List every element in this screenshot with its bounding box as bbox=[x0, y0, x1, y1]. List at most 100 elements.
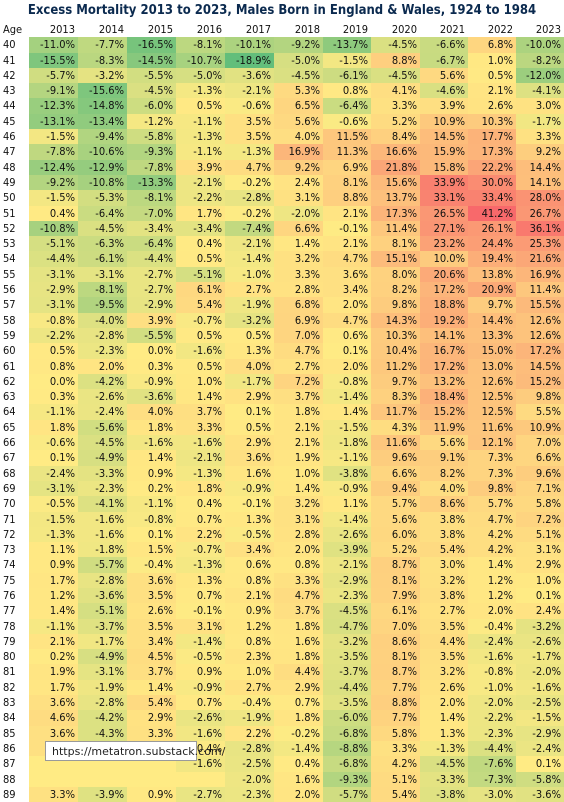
heatmap-cell: -1.1% bbox=[29, 404, 78, 420]
heatmap-cell: -0.2% bbox=[225, 174, 274, 191]
heatmap-cell: -1.4% bbox=[176, 633, 225, 650]
heatmap-cell: 13.8% bbox=[468, 266, 516, 283]
heatmap-cell: 10.4% bbox=[371, 343, 420, 359]
heatmap-cell: 15.9% bbox=[420, 144, 468, 160]
heatmap-cell: 4.0% bbox=[420, 480, 468, 497]
heatmap-cell: 5.2% bbox=[371, 542, 420, 558]
heatmap-cell: -1.3% bbox=[176, 83, 225, 99]
age-label: 76 bbox=[0, 587, 29, 604]
heatmap-cell: 9.4% bbox=[371, 480, 420, 497]
heatmap-cell: 3.0% bbox=[420, 557, 468, 573]
heatmap-cell: -4.2% bbox=[78, 373, 127, 390]
heatmap-cell: 2.0% bbox=[323, 358, 371, 374]
heatmap-cell: 17.2% bbox=[516, 343, 564, 359]
heatmap-cell: -6.7% bbox=[420, 52, 468, 68]
heatmap-cell: -8.8% bbox=[323, 740, 371, 757]
table-row: 68 -2.4% -3.3% 0.9% -1.3% 1.6% 1.0% -3.8% 6.6% 8.… bbox=[0, 465, 564, 481]
heatmap-cell: -12.9% bbox=[78, 159, 127, 175]
heatmap-cell: 2.1% bbox=[29, 633, 78, 650]
heatmap-cell: 3.7% bbox=[127, 664, 176, 680]
age-label: 56 bbox=[0, 282, 29, 298]
header-year-2015: 2015 bbox=[127, 22, 176, 38]
table-row: 73 1.1% -1.8% 1.5% -0.7% 3.4% 2.0% -3.9% 5.2% 5.4… bbox=[0, 542, 564, 558]
source-url-box[interactable]: https://metatron.substack.com/ bbox=[45, 741, 225, 761]
heatmap-cell: 2.0% bbox=[274, 542, 323, 558]
heatmap-cell: -3.7% bbox=[323, 664, 371, 680]
table-row: 44 -12.3% -14.8% -6.0% 0.5% -0.6% 6.5% -6.4% 3.3… bbox=[0, 98, 564, 114]
heatmap-cell: -12.0% bbox=[516, 67, 564, 84]
heatmap-cell: 7.0% bbox=[274, 327, 323, 344]
table-row: 88 -2.0% 1.6% -9.3% 5.1% -3.3% -7.3% -5.8% bbox=[0, 771, 564, 787]
heatmap-cell: 2.0% bbox=[78, 358, 127, 374]
heatmap-cell: -0.7% bbox=[176, 542, 225, 558]
heatmap-cell: -1.9% bbox=[225, 710, 274, 726]
heatmap-cell: 3.5% bbox=[420, 649, 468, 665]
table-row: 63 0.3% -2.6% -3.6% 1.4% 2.9% 3.7% -1.4% 8.3% 18.… bbox=[0, 389, 564, 405]
age-label: 69 bbox=[0, 480, 29, 497]
heatmap-cell: 5.1% bbox=[371, 771, 420, 787]
heatmap-cell: 1.0% bbox=[176, 373, 225, 390]
heatmap-cell: 4.7% bbox=[274, 587, 323, 604]
heatmap-cell: -2.4% bbox=[468, 633, 516, 650]
age-label: 74 bbox=[0, 557, 29, 573]
heatmap-cell: 3.3% bbox=[274, 266, 323, 283]
heatmap-cell: -1.8% bbox=[323, 435, 371, 451]
heatmap-cell: -5.7% bbox=[323, 786, 371, 802]
table-row: 76 1.2% -3.6% 3.5% 0.7% 2.1% 4.7% -2.3% 7.9% 3.8%… bbox=[0, 587, 564, 604]
heatmap-cell: -0.8% bbox=[468, 664, 516, 680]
heatmap-cell: -15.5% bbox=[29, 52, 78, 68]
heatmap-cell: 3.3% bbox=[127, 725, 176, 741]
heatmap-cell: 3.2% bbox=[274, 251, 323, 267]
table-row: 82 1.7% -1.9% 1.4% -0.9% 2.7% 2.9% -4.4% 7.7% 2.6… bbox=[0, 679, 564, 696]
heatmap-cell: 1.0% bbox=[468, 52, 516, 68]
heatmap-cell: 7.0% bbox=[516, 435, 564, 451]
header-year-2017: 2017 bbox=[225, 22, 274, 38]
heatmap-cell: 9.8% bbox=[516, 389, 564, 405]
heatmap-cell: -1.6% bbox=[78, 526, 127, 543]
heatmap-cell: 14.5% bbox=[516, 358, 564, 374]
heatmap-cell: -0.9% bbox=[176, 679, 225, 696]
heatmap-cell: -13.7% bbox=[323, 37, 371, 53]
heatmap-cell: -0.4% bbox=[127, 557, 176, 573]
heatmap-cell: 0.4% bbox=[176, 496, 225, 512]
heatmap-cell: -5.1% bbox=[29, 236, 78, 252]
heatmap-cell: -5.3% bbox=[78, 190, 127, 206]
heatmap-cell: -3.0% bbox=[468, 786, 516, 802]
heatmap-cell: 0.8% bbox=[29, 358, 78, 374]
heatmap-cell: 1.4% bbox=[176, 389, 225, 405]
table-row: 59 -2.2% -2.8% -5.5% 0.5% 0.5% 7.0% 0.6% 10.3% 14… bbox=[0, 327, 564, 344]
heatmap-cell: 1.4% bbox=[274, 236, 323, 252]
heatmap-cell: 1.4% bbox=[420, 710, 468, 726]
heatmap-cell: -9.3% bbox=[127, 144, 176, 160]
heatmap-cell: 8.1% bbox=[371, 236, 420, 252]
heatmap-cell: -0.2% bbox=[225, 205, 274, 221]
heatmap-cell: 9.6% bbox=[516, 465, 564, 481]
heatmap-cell: -6.4% bbox=[127, 236, 176, 252]
heatmap-cell: -1.5% bbox=[516, 710, 564, 726]
heatmap-cell: -10.1% bbox=[225, 37, 274, 53]
heatmap-cell: 33.4% bbox=[468, 190, 516, 206]
heatmap-cell: -9.3% bbox=[323, 771, 371, 787]
heatmap-cell: 12.1% bbox=[468, 435, 516, 451]
heatmap-cell: -1.4% bbox=[323, 389, 371, 405]
heatmap-cell: -4.4% bbox=[468, 740, 516, 757]
heatmap-cell: -0.4% bbox=[468, 618, 516, 634]
table-row: 64 -1.1% -2.4% 4.0% 3.7% 0.1% 1.8% 1.4% 11.7% 15.… bbox=[0, 404, 564, 420]
heatmap-cell: -1.3% bbox=[176, 557, 225, 573]
heatmap-cell: -1.3% bbox=[176, 465, 225, 481]
heatmap-cell: 4.6% bbox=[29, 710, 78, 726]
heatmap-cell: 5.4% bbox=[420, 542, 468, 558]
heatmap-cell: -2.3% bbox=[323, 587, 371, 604]
heatmap-cell: -4.9% bbox=[78, 450, 127, 466]
heatmap-cell: -2.0% bbox=[274, 205, 323, 221]
heatmap-cell: -2.5% bbox=[225, 756, 274, 772]
heatmap-cell: 2.8% bbox=[274, 282, 323, 298]
table-row: 74 0.9% -5.7% -0.4% -1.3% 0.6% 0.8% -2.1% 8.7% 3.… bbox=[0, 557, 564, 573]
heatmap-cell: 4.1% bbox=[371, 83, 420, 99]
heatmap-cell: 11.3% bbox=[323, 144, 371, 160]
heatmap-cell: -0.1% bbox=[225, 496, 274, 512]
heatmap-cell: -2.3% bbox=[78, 343, 127, 359]
heatmap-cell: 20.9% bbox=[468, 282, 516, 298]
heatmap-cell: 0.1% bbox=[516, 756, 564, 772]
heatmap-cell: -4.4% bbox=[323, 679, 371, 696]
